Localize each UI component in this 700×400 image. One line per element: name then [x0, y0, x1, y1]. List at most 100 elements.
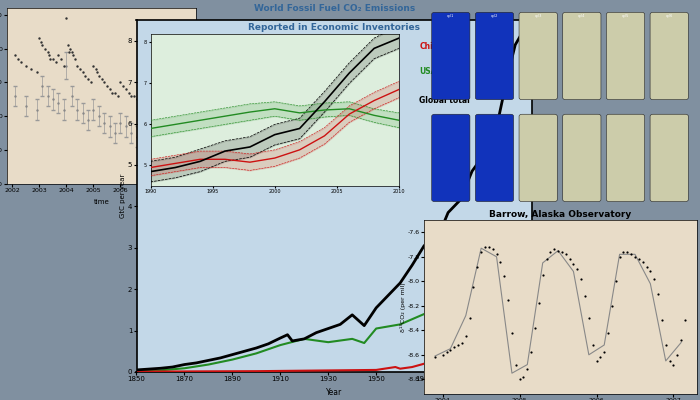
- Point: [125, 130, 136, 136]
- Text: cyl2: cyl2: [491, 14, 498, 18]
- Point: [36, 42, 48, 48]
- Point: [150, 103, 161, 109]
- Point: [541, 256, 552, 262]
- Point: [118, 83, 129, 89]
- Point: [144, 100, 155, 106]
- Point: [529, 325, 540, 331]
- Point: [80, 72, 91, 79]
- Point: [39, 46, 50, 52]
- FancyBboxPatch shape: [650, 12, 688, 100]
- Point: [537, 272, 548, 278]
- Point: [522, 366, 533, 373]
- Point: [568, 261, 579, 267]
- Point: [115, 79, 126, 86]
- Point: [31, 106, 42, 113]
- Point: [618, 249, 629, 255]
- Point: [491, 251, 502, 258]
- Point: [58, 62, 69, 69]
- Point: [106, 90, 118, 96]
- Point: [603, 330, 614, 336]
- Point: [595, 354, 606, 360]
- Point: [45, 56, 56, 62]
- Point: [629, 254, 641, 260]
- Point: [104, 86, 116, 92]
- Point: [637, 258, 648, 265]
- Point: [136, 100, 148, 106]
- Point: [112, 93, 123, 99]
- Point: [163, 113, 174, 120]
- Point: [69, 56, 80, 62]
- Point: [15, 59, 26, 65]
- Point: [177, 150, 188, 157]
- Point: [514, 376, 525, 382]
- Point: [123, 90, 134, 96]
- Point: [552, 248, 564, 254]
- Point: [452, 342, 463, 348]
- Point: [34, 35, 45, 42]
- Y-axis label: GtC per year: GtC per year: [120, 174, 127, 218]
- Point: [437, 352, 448, 358]
- Point: [71, 62, 83, 69]
- Point: [64, 49, 75, 55]
- Point: [93, 72, 104, 79]
- Point: [125, 93, 136, 99]
- Point: [182, 116, 193, 123]
- Point: [174, 113, 186, 120]
- Point: [518, 374, 529, 380]
- Point: [649, 276, 660, 282]
- Point: [185, 157, 196, 164]
- FancyBboxPatch shape: [475, 114, 514, 202]
- Point: [65, 46, 76, 52]
- Point: [115, 120, 126, 126]
- Point: [142, 96, 153, 102]
- Point: [487, 246, 498, 253]
- Point: [429, 354, 440, 360]
- Point: [10, 52, 21, 58]
- Text: Global total: Global total: [419, 96, 470, 105]
- Point: [55, 56, 66, 62]
- Point: [158, 147, 169, 153]
- Point: [556, 249, 568, 255]
- Point: [510, 361, 522, 368]
- Point: [464, 315, 475, 321]
- Point: [676, 337, 687, 343]
- Text: World Fossil Fuel CO₂ Emissions: World Fossil Fuel CO₂ Emissions: [253, 4, 415, 13]
- Point: [83, 76, 94, 82]
- Point: [90, 66, 101, 72]
- Point: [657, 317, 668, 324]
- Point: [128, 93, 139, 99]
- Point: [480, 244, 491, 250]
- Point: [66, 93, 78, 99]
- Point: [50, 59, 61, 65]
- Point: [109, 130, 120, 136]
- FancyBboxPatch shape: [519, 114, 557, 202]
- Point: [48, 56, 59, 62]
- Point: [158, 110, 169, 116]
- Point: [58, 106, 69, 113]
- Point: [85, 79, 97, 86]
- Point: [62, 42, 74, 48]
- Point: [42, 49, 53, 55]
- Point: [634, 256, 645, 262]
- Point: [61, 62, 72, 69]
- Point: [475, 249, 486, 255]
- Point: [587, 342, 598, 348]
- Point: [483, 244, 494, 250]
- Point: [77, 69, 88, 76]
- Point: [10, 93, 21, 99]
- Text: cyl1: cyl1: [447, 14, 454, 18]
- FancyBboxPatch shape: [432, 114, 470, 202]
- Point: [92, 69, 103, 76]
- Point: [456, 339, 468, 346]
- Point: [572, 266, 583, 272]
- Point: [163, 150, 174, 157]
- Point: [52, 52, 64, 58]
- Point: [120, 86, 132, 92]
- Point: [626, 251, 637, 258]
- Point: [102, 83, 113, 89]
- Point: [668, 361, 679, 368]
- FancyBboxPatch shape: [563, 114, 601, 202]
- Point: [580, 293, 591, 299]
- Point: [136, 137, 148, 143]
- Point: [155, 106, 167, 113]
